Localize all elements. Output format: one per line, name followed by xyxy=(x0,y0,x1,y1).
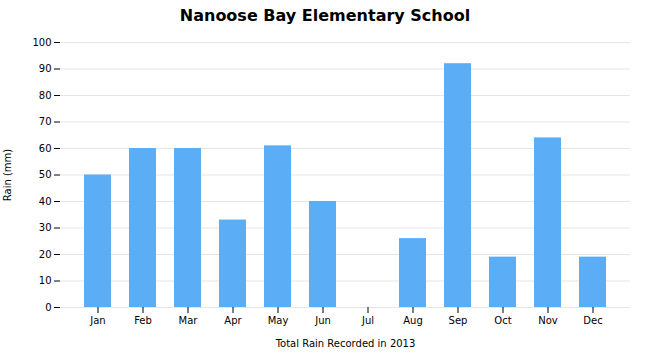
svg-text:50: 50 xyxy=(39,169,52,180)
svg-text:20: 20 xyxy=(39,249,52,260)
svg-text:Aug: Aug xyxy=(403,315,423,326)
svg-text:40: 40 xyxy=(39,196,52,207)
svg-text:70: 70 xyxy=(39,116,52,127)
svg-text:Dec: Dec xyxy=(583,315,602,326)
svg-text:Jun: Jun xyxy=(314,315,331,326)
svg-text:Nov: Nov xyxy=(538,315,558,326)
svg-text:10: 10 xyxy=(39,275,52,286)
svg-text:0: 0 xyxy=(45,302,51,313)
svg-text:Jul: Jul xyxy=(361,315,374,326)
svg-text:80: 80 xyxy=(39,90,52,101)
html-text:Nanoose Bay Elementary School: Nanoose Bay Elementary School xyxy=(179,6,471,25)
svg-text:90: 90 xyxy=(39,63,52,74)
svg-text:Total Rain Recorded in 2013: Total Rain Recorded in 2013 xyxy=(275,338,416,349)
svg-text:30: 30 xyxy=(39,222,52,233)
svg-text:Mar: Mar xyxy=(179,315,199,326)
svg-text:May: May xyxy=(268,315,289,326)
svg-text:Rain (mm): Rain (mm) xyxy=(2,149,13,202)
svg-text:Apr: Apr xyxy=(224,315,242,326)
svg-text:Feb: Feb xyxy=(134,315,152,326)
svg-text:Jan: Jan xyxy=(89,315,105,326)
svg-text:Oct: Oct xyxy=(494,315,511,326)
svg-text:100: 100 xyxy=(32,37,51,48)
svg-text:Sep: Sep xyxy=(449,315,468,326)
svg-text:60: 60 xyxy=(39,143,52,154)
